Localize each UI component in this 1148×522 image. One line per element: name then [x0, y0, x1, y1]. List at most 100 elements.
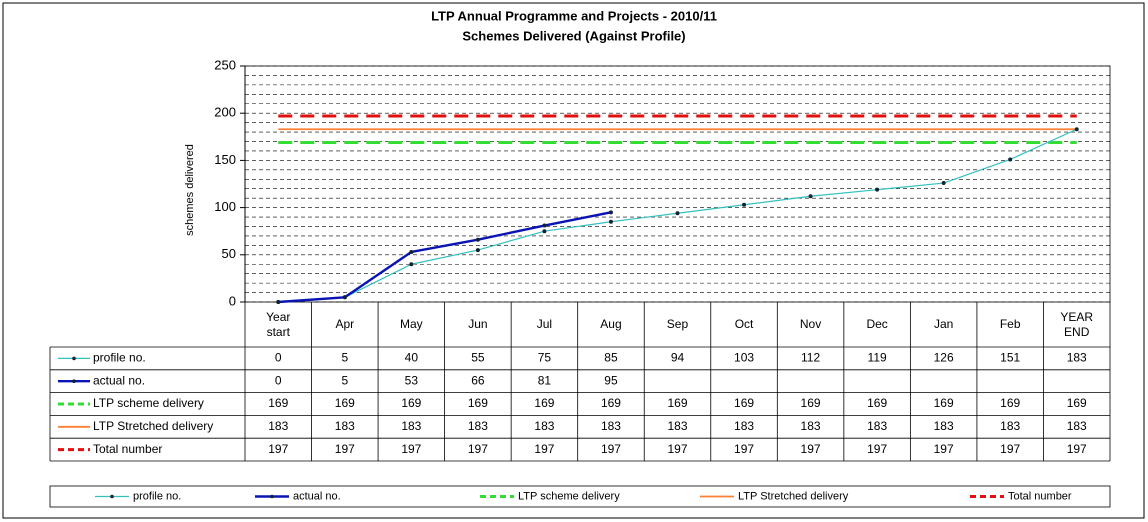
table-value: 66: [471, 373, 485, 387]
point-marker: [276, 300, 281, 304]
point-marker: [1008, 157, 1013, 162]
table-value: 95: [604, 373, 618, 387]
table-value: 183: [1067, 351, 1087, 365]
point-marker: [342, 295, 347, 300]
category-cell: Dec: [844, 302, 911, 347]
table-value: 197: [534, 442, 554, 456]
point-marker: [409, 249, 414, 254]
y-tick-label: 250: [214, 57, 236, 72]
table-value: 183: [934, 419, 954, 433]
table-value: 119: [868, 351, 887, 365]
table-value: 197: [867, 442, 887, 456]
legend-label: actual no.: [293, 490, 341, 502]
category-cell: YEAR END: [1043, 302, 1110, 347]
table-value: 126: [934, 351, 954, 365]
table-value: 94: [671, 351, 685, 365]
x-tick-text: May: [399, 317, 423, 331]
table-value: 183: [867, 419, 887, 433]
table-value: 183: [335, 419, 355, 433]
table-value: 183: [468, 419, 488, 433]
row-label: LTP Stretched delivery: [93, 419, 213, 433]
row-label: LTP scheme delivery: [93, 396, 204, 410]
table-value: 85: [604, 351, 618, 365]
y-tick-label: 50: [222, 246, 236, 261]
x-tick-label: Oct: [711, 302, 778, 347]
x-tick-text: Jul: [536, 317, 553, 331]
table-value: 169: [268, 396, 288, 410]
series-line: [278, 211, 612, 304]
table-value: 183: [268, 419, 288, 433]
table-value: 183: [401, 419, 421, 433]
x-tick-text: YEAR END: [1060, 309, 1094, 339]
point-marker: [475, 237, 480, 242]
x-tick-label: May: [378, 302, 445, 347]
plot-frame: [244, 65, 1111, 303]
legend-key-marker: [270, 494, 274, 499]
x-tick-label: Nov: [777, 302, 844, 347]
category-cell: Jun: [445, 302, 512, 347]
x-tick-text: Sep: [666, 317, 689, 331]
point-marker: [1074, 127, 1079, 132]
x-tick-label: Jun: [445, 302, 512, 347]
row-label: actual no.: [93, 373, 145, 387]
category-cell: May: [378, 302, 445, 347]
table-value: 169: [1000, 396, 1020, 410]
row-label: profile no.: [93, 351, 146, 365]
table-value: 169: [335, 396, 355, 410]
y-tick-label: 100: [214, 199, 236, 214]
table-value: 169: [468, 396, 488, 410]
legend-label: Total number: [1008, 490, 1072, 502]
x-tick-text: Nov: [799, 317, 822, 331]
x-tick-label: Dec: [844, 302, 911, 347]
table-value: 5: [341, 373, 348, 387]
table-value: 112: [801, 351, 820, 365]
x-tick-label: Jul: [511, 302, 578, 347]
category-cell: Apr: [312, 302, 379, 347]
table-value: 103: [734, 351, 754, 365]
table-value: 197: [801, 442, 821, 456]
table-value: 169: [401, 396, 421, 410]
point-marker: [542, 223, 547, 228]
category-cell: Nov: [777, 302, 844, 347]
y-tick-label: 150: [214, 152, 236, 167]
table-value: 197: [934, 442, 954, 456]
table-value: 53: [405, 373, 419, 387]
table-value: 169: [601, 396, 621, 410]
x-tick-label: Year start: [245, 302, 312, 347]
category-cell: Sep: [644, 302, 711, 347]
y-axis-label: schemes delivered: [184, 144, 196, 236]
table-value: 197: [734, 442, 754, 456]
table-value: 55: [471, 351, 485, 365]
table-value: 197: [335, 442, 355, 456]
legend-label: LTP scheme delivery: [518, 490, 620, 502]
x-tick-label: Feb: [977, 302, 1044, 347]
point-marker: [475, 248, 480, 253]
table-value: 183: [1000, 419, 1020, 433]
table-value: 197: [667, 442, 687, 456]
chart-subtitle: Schemes Delivered (Against Profile): [462, 28, 685, 43]
table-value: 169: [734, 396, 754, 410]
table-value: 197: [1000, 442, 1020, 456]
table-value: 197: [468, 442, 488, 456]
table-value: 40: [405, 351, 419, 365]
category-cell: Feb: [977, 302, 1044, 347]
point-marker: [542, 229, 547, 234]
x-tick-label: Apr: [312, 302, 379, 347]
x-tick-label: Aug: [578, 302, 645, 347]
point-marker: [875, 187, 880, 192]
table-value: 183: [734, 419, 754, 433]
point-marker: [941, 181, 946, 186]
x-tick-text: Dec: [866, 317, 888, 331]
y-tick-label: 200: [214, 105, 236, 120]
x-tick-label: Sep: [644, 302, 711, 347]
table-value: 183: [667, 419, 687, 433]
y-tick-label: 0: [229, 293, 236, 308]
chart-title: LTP Annual Programme and Projects - 2010…: [431, 8, 717, 23]
table-value: 197: [1067, 442, 1087, 456]
x-tick-text: Jun: [468, 317, 488, 331]
table-value: 81: [538, 373, 552, 387]
category-cell: Year start: [245, 302, 312, 347]
x-tick-label: YEAR END: [1043, 302, 1110, 347]
